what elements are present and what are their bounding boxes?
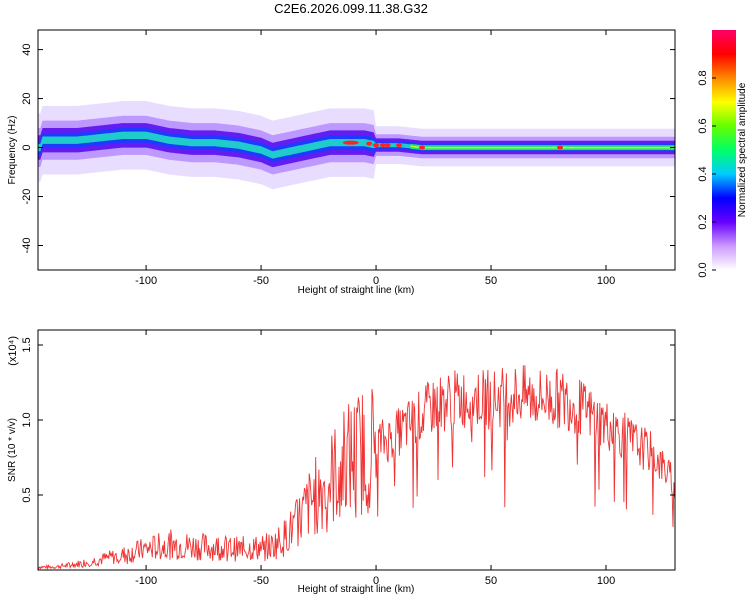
y-tick-label: -40: [21, 238, 33, 254]
snr-scale-note: (x10⁴): [7, 336, 19, 366]
spectrogram-hotspot: [342, 140, 359, 145]
x-tick-label: 50: [485, 275, 497, 287]
x-tick-label: 0: [373, 575, 379, 587]
snr-line: [37, 365, 676, 571]
snr-series: [37, 365, 676, 571]
spectrogram-hotspot: [419, 145, 426, 150]
y-tick-label: 40: [21, 43, 33, 55]
colorbar-scale: [712, 30, 736, 270]
chart-title: C2E6.2026.099.11.38.G32: [274, 1, 428, 16]
snr-y-ticks: 0.5 1.0 1.5: [21, 337, 675, 503]
snr-ylabel: SNR (10 * v/v): [7, 418, 18, 482]
y-tick-label: 1.0: [21, 412, 33, 427]
x-tick-label: 100: [597, 275, 615, 287]
snr-frame: [37, 329, 676, 571]
colorbar-tick-label: 0.6: [697, 118, 709, 133]
colorbar-tick-label: 0.2: [697, 214, 709, 229]
snr-x-ticks: -100 -50 0 50 100: [135, 330, 615, 587]
x-tick-label: -50: [253, 275, 269, 287]
spectrogram-y-ticks: -40 -20 0 20 40: [21, 43, 675, 253]
y-tick-label: 1.5: [21, 337, 33, 352]
spectrogram-ridge: [38, 101, 675, 190]
spectrogram-hotspot: [396, 143, 403, 148]
spectrogram-hotspot: [373, 143, 380, 148]
colorbar: 0.0 0.2 0.4 0.6 0.8 Normalized spectral ampl…: [697, 30, 748, 278]
spectrogram-x-ticks: -100 -50 0 50 100: [135, 30, 615, 287]
spectrogram-frame: [37, 29, 676, 271]
spectrogram-panel: -100 -50 0 50 100 -40 -20 0 20 40 Height of stra…: [7, 29, 676, 296]
colorbar-tick-label: 0.4: [697, 166, 709, 181]
x-tick-label: 0: [373, 275, 379, 287]
spectrogram-hotspot: [366, 141, 373, 146]
spectrogram-hotspot: [384, 143, 391, 148]
colorbar-tick-label: 0.8: [697, 70, 709, 85]
colorbar-label: Normalized spectral amplitude: [737, 82, 748, 217]
y-tick-label: -20: [21, 189, 33, 205]
x-tick-label: 100: [597, 575, 615, 587]
x-tick-label: 50: [485, 575, 497, 587]
y-tick-label: 0: [21, 144, 33, 150]
colorbar-tick-label: 0.0: [697, 262, 709, 277]
y-tick-label: 0.5: [21, 487, 33, 502]
y-tick-label: 20: [21, 92, 33, 104]
spectrogram-ylabel: Frequency (Hz): [7, 116, 18, 185]
spectrogram-hotspot: [379, 143, 386, 148]
spectrogram-band-4: [38, 131, 675, 159]
snr-panel: -100 -50 0 50 100 0.5 1.0 1.5 Height of straig…: [7, 329, 676, 595]
x-tick-label: -50: [253, 575, 269, 587]
snr-xlabel: Height of straight line (km): [298, 584, 415, 595]
x-tick-label: -100: [135, 575, 157, 587]
spectrogram-hotspot: [557, 145, 564, 150]
spectrogram-core-peak: [410, 145, 675, 149]
spectrogram-xlabel: Height of straight line (km): [298, 285, 415, 296]
colorbar-ticks: 0.0 0.2 0.4 0.6 0.8: [697, 70, 716, 278]
x-tick-label: -100: [135, 275, 157, 287]
